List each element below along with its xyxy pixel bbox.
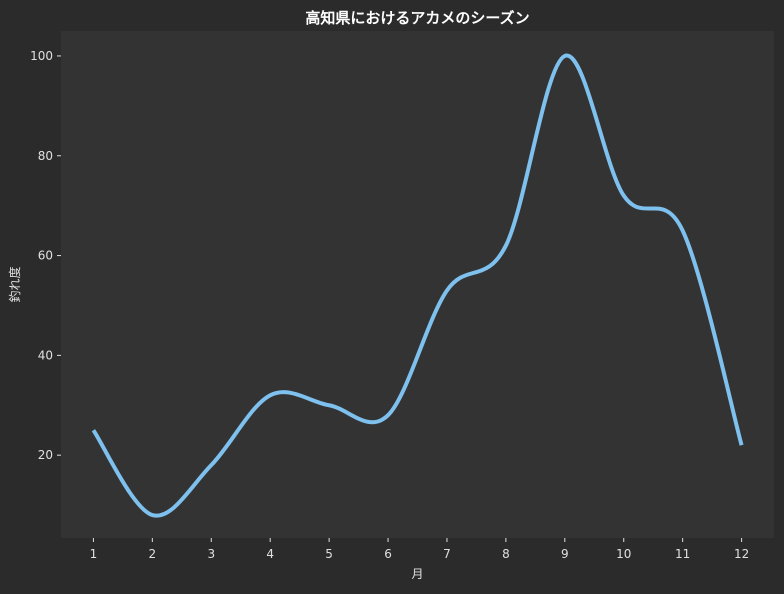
y-tick-label: 60 (38, 249, 53, 263)
x-tick-label: 11 (675, 547, 690, 561)
x-tick-label: 9 (561, 547, 569, 561)
x-tick-label: 6 (384, 547, 392, 561)
chart-title: 高知県におけるアカメのシーズン (305, 9, 529, 27)
y-tick-label: 40 (38, 348, 53, 362)
data-point (622, 194, 626, 198)
x-tick-label: 2 (149, 547, 157, 561)
data-point (327, 403, 331, 407)
x-tick-label: 5 (325, 547, 333, 561)
data-point (445, 288, 449, 292)
data-point (91, 428, 95, 432)
x-axis-label: 月 (411, 567, 423, 581)
x-tick-label: 8 (502, 547, 510, 561)
x-tick-label: 3 (207, 547, 215, 561)
plot-area (61, 31, 774, 538)
x-tick-label: 12 (734, 547, 749, 561)
y-tick-label: 80 (38, 149, 53, 163)
y-tick-label: 100 (30, 49, 53, 63)
x-tick-label: 7 (443, 547, 451, 561)
data-point (563, 54, 567, 58)
data-point (150, 513, 154, 517)
data-point (386, 413, 390, 417)
y-axis-label: 釣れ度 (7, 266, 22, 302)
data-point (504, 244, 508, 248)
series-line (91, 53, 744, 518)
x-tick-label: 1 (90, 547, 98, 561)
series-layer (91, 53, 744, 518)
data-point (740, 443, 744, 447)
x-tick-label: 4 (266, 547, 274, 561)
x-tick-label: 10 (616, 547, 631, 561)
data-point (681, 229, 685, 233)
data-point (268, 393, 272, 397)
y-tick-label: 20 (38, 448, 53, 462)
data-point (209, 463, 213, 467)
